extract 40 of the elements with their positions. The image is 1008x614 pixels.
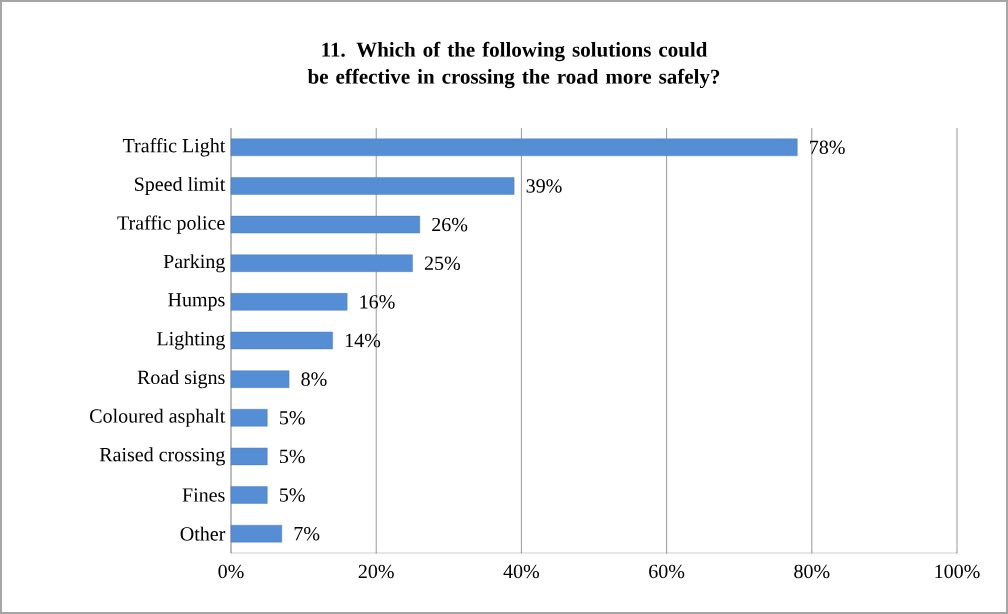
data-label: 5% xyxy=(280,488,305,502)
y-tick-label: Traffic police xyxy=(117,215,225,234)
x-tick-label: 40% xyxy=(503,564,540,579)
y-tick-label: Road signs xyxy=(137,370,225,389)
x-tick-label: 0% xyxy=(218,564,244,579)
data-label: 5% xyxy=(280,449,305,464)
bar xyxy=(230,370,290,388)
bar xyxy=(230,177,515,195)
x-tick-label: 80% xyxy=(794,564,830,579)
chart-title: 11. Which of the following solutions could be effective in crossing the road more safely? xyxy=(307,41,720,89)
bar xyxy=(230,486,268,504)
data-label: 39% xyxy=(526,179,562,193)
x-tick-label: 20% xyxy=(358,564,394,579)
data-label: 5% xyxy=(280,411,305,425)
x-tick-label: 60% xyxy=(649,564,685,579)
bar xyxy=(230,138,798,157)
bar xyxy=(230,331,333,350)
y-tick-label: Lighting xyxy=(157,331,225,350)
bar xyxy=(230,524,283,543)
data-label: 25% xyxy=(424,256,461,271)
x-tick-label: 100% xyxy=(935,564,980,579)
bar xyxy=(230,254,413,272)
data-label: 78% xyxy=(810,140,845,155)
data-label: 8% xyxy=(301,372,327,386)
data-label: 16% xyxy=(360,295,395,309)
bar xyxy=(230,215,420,234)
y-tick-label: Coloured asphalt xyxy=(90,408,226,427)
y-tick-label: Fines xyxy=(182,488,225,502)
data-label: 26% xyxy=(432,217,468,232)
y-tick-label: Other xyxy=(180,526,226,541)
bar xyxy=(230,409,268,427)
bar xyxy=(230,293,348,311)
data-label: 14% xyxy=(345,333,381,348)
y-tick-label: Speed limit xyxy=(135,176,226,196)
y-tick-label: Humps xyxy=(168,293,225,311)
bar xyxy=(230,447,268,466)
data-label: 7% xyxy=(294,526,320,541)
y-tick-label: Traffic Light xyxy=(122,138,226,157)
y-tick-label: Raised crossing xyxy=(99,447,225,466)
y-tick-label: Parking xyxy=(163,254,225,273)
